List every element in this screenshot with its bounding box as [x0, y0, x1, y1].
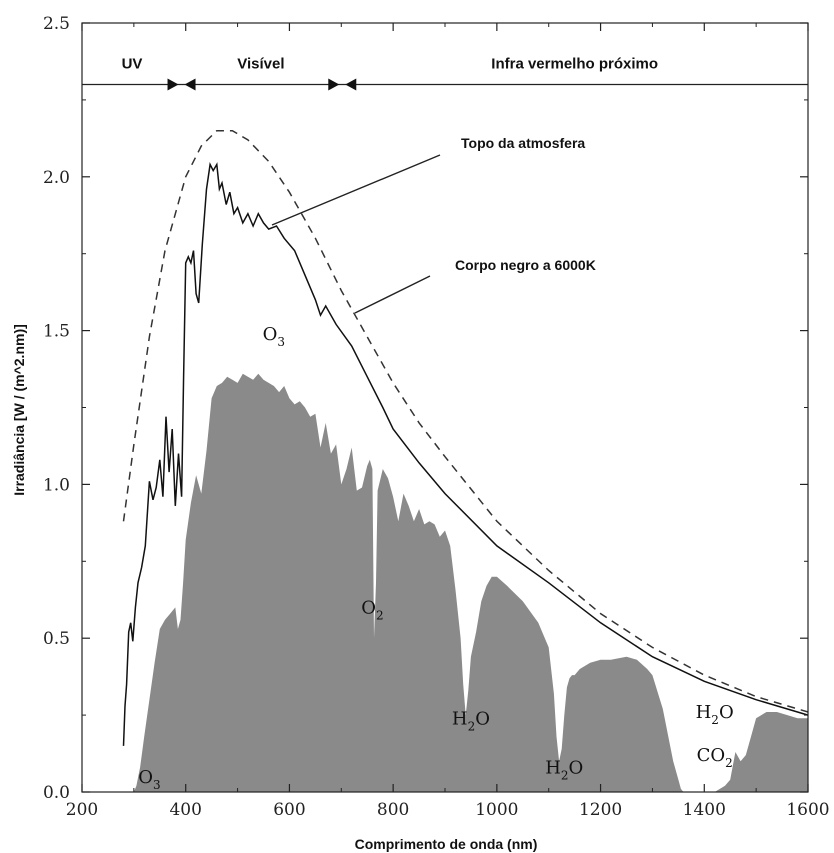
series-area-2 — [128, 373, 808, 792]
x-tick-label: 1600 — [786, 800, 829, 820]
y-tick-label: 0.0 — [43, 783, 70, 803]
band-arrow-right-0 — [167, 78, 179, 91]
band-label-2: Infra vermelho próximo — [491, 56, 658, 73]
absorption-label-1: O3 — [263, 324, 285, 349]
series-line-1 — [122, 162, 809, 746]
plot-axes: 200 400 600 800 1000 1200 1400 1600 0.0 0.5 1.0 1.5… — [43, 14, 830, 820]
x-tick-label: 600 — [273, 800, 305, 820]
band-arrow-left-1 — [184, 78, 196, 91]
x-tick-label: 1400 — [683, 800, 726, 820]
spectrum-lines — [122, 129, 809, 746]
top-atmosphere-leader — [271, 154, 441, 226]
ground-irradiance-area — [128, 373, 808, 792]
blackbody-leader — [354, 275, 431, 314]
x-tick-label: 400 — [169, 800, 201, 820]
absorption-label-5: H2O — [696, 702, 734, 727]
absorption-label-4: H2O — [545, 758, 583, 783]
x-tick-label: 1200 — [579, 800, 622, 820]
y-tick-label: 1.5 — [43, 322, 70, 342]
absorption-labels: O3 O3 O2 H2O H2O H2O CO2 — [138, 324, 734, 792]
absorption-label-0: O3 — [138, 767, 160, 792]
y-tick-label: 0.5 — [43, 629, 70, 649]
x-axis-title: Comprimento de onda (nm) — [355, 836, 538, 852]
spectral-bands: UV Visível Infra vermelho próximo — [82, 56, 808, 91]
y-tick-label: 2.0 — [43, 168, 70, 188]
series-line-0 — [122, 129, 809, 713]
band-arrow-left-2 — [345, 78, 357, 91]
band-label-0: UV — [122, 56, 143, 73]
band-arrow-right-1 — [328, 78, 340, 91]
band-label-1: Visível — [237, 56, 284, 73]
top-atmosphere-label: Topo da atmosfera — [461, 135, 585, 151]
x-tick-label: 1000 — [475, 800, 518, 820]
y-tick-label: 2.5 — [43, 14, 70, 34]
x-tick-label: 800 — [377, 800, 409, 820]
absorption-label-2: O2 — [361, 598, 383, 623]
absorption-label-6: CO2 — [697, 745, 733, 770]
x-tick-label: 200 — [66, 800, 98, 820]
absorption-label-3: H2O — [452, 708, 490, 733]
blackbody-label: Corpo negro a 6000K — [455, 257, 596, 273]
y-axis-title: Irradiância [W / (m^2.nm)] — [11, 324, 27, 496]
y-tick-label: 1.0 — [43, 475, 70, 495]
